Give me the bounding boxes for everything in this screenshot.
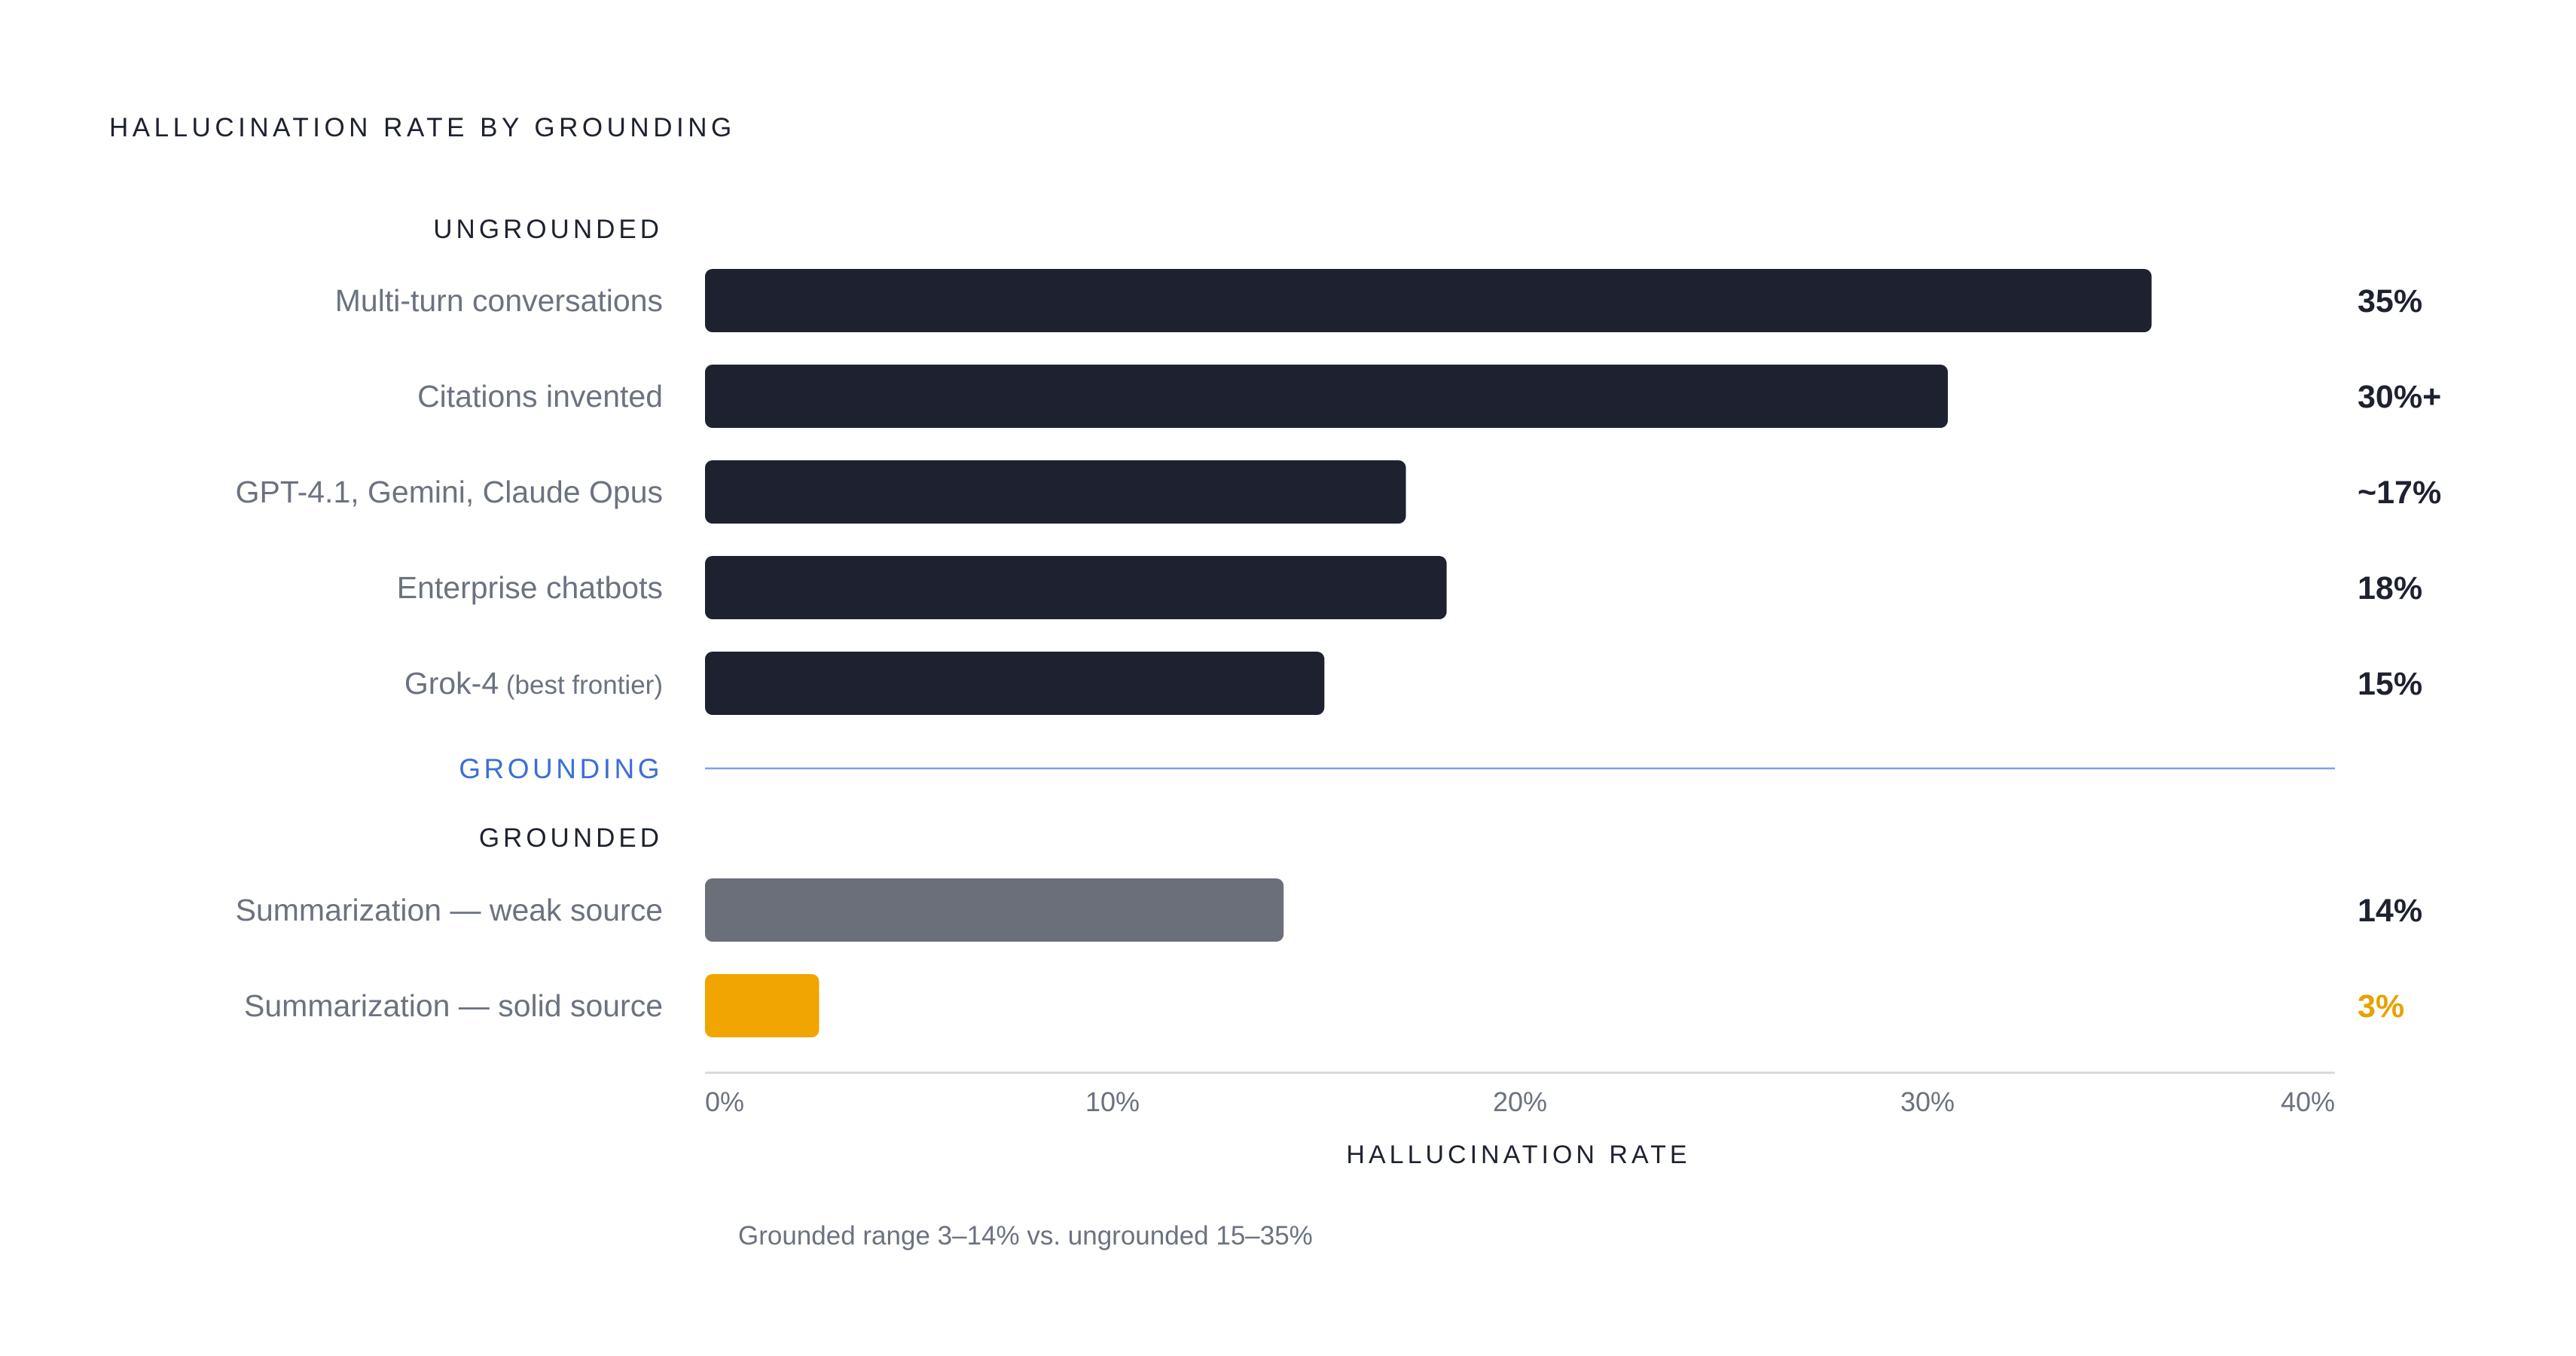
data-label: 35% — [2358, 283, 2422, 319]
footnote: Grounded range 3–14% vs. ungrounded 15–3… — [738, 1221, 1313, 1251]
category-label: Summarization — solid source — [244, 988, 663, 1023]
bar — [705, 269, 2152, 332]
grounding-divider-label: GROUNDING — [459, 753, 663, 784]
data-label: 15% — [2358, 666, 2422, 702]
category-label: GPT-4.1, Gemini, Claude Opus — [236, 475, 663, 509]
category-label: Enterprise chatbots — [397, 570, 663, 605]
bar — [705, 878, 1284, 942]
category-label: Multi-turn conversations — [335, 283, 663, 318]
category-label-main: Grok-4 — [404, 666, 499, 701]
group-header-grounded: GROUNDED — [479, 823, 663, 853]
category-label-main: Enterprise chatbots — [397, 570, 663, 605]
bar-groups: UNGROUNDED Multi-turn conversations 35% Cit… — [236, 215, 2441, 1037]
x-tick-label: 20% — [1493, 1086, 1547, 1117]
bar — [705, 556, 1447, 619]
x-tick-label: 30% — [1900, 1086, 1955, 1117]
x-tick-label: 10% — [1085, 1086, 1140, 1117]
category-label-main: Multi-turn conversations — [335, 283, 663, 318]
x-axis-label: HALLUCINATION RATE — [1346, 1141, 1690, 1169]
category-label: Summarization — weak source — [236, 893, 663, 927]
data-label: 18% — [2358, 570, 2422, 606]
x-tick-label: 40% — [2281, 1086, 2335, 1117]
chart-title: HALLUCINATION RATE BY GROUNDING — [109, 113, 736, 142]
x-tick-label: 0% — [705, 1086, 744, 1117]
category-label-main: Summarization — solid source — [244, 988, 663, 1023]
category-label: Citations invented — [417, 379, 663, 414]
category-label-main: GPT-4.1, Gemini, Claude Opus — [236, 475, 663, 509]
bar — [705, 652, 1325, 715]
category-label: Grok-4 (best frontier) — [404, 666, 663, 701]
bar — [705, 460, 1406, 524]
data-label: ~17% — [2358, 475, 2441, 511]
category-label-main: Summarization — weak source — [236, 893, 663, 927]
group-header-ungrounded: UNGROUNDED — [433, 215, 663, 244]
data-label: 14% — [2358, 893, 2422, 929]
category-label-main: Citations invented — [417, 379, 663, 414]
data-label: 30%+ — [2358, 379, 2441, 415]
bar — [705, 365, 1949, 428]
x-axis-ticks: 0% 10% 20% 30% 40% — [705, 1086, 2335, 1117]
data-label: 3% — [2358, 988, 2404, 1025]
bar — [705, 974, 819, 1037]
category-label-note: (best frontier) — [499, 670, 663, 700]
